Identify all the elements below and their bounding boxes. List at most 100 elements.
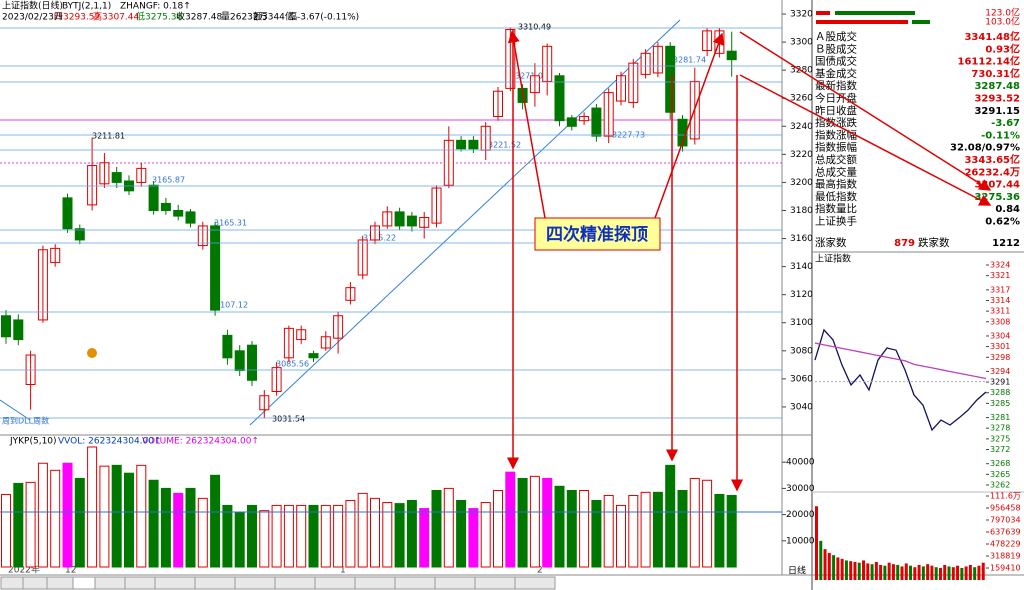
volume-bar	[665, 464, 676, 568]
y-tick-label: 3288	[990, 388, 1010, 397]
volume-bar	[943, 564, 947, 580]
row-label: Ａ股成交	[815, 30, 857, 43]
volume-bar	[827, 552, 831, 580]
volume-title: JYKP(5,10)	[9, 437, 57, 447]
y-tick-label: 3298	[990, 353, 1010, 362]
arrow	[654, 32, 725, 219]
y-tick-label: 40000	[786, 458, 815, 468]
row-value: 730.31亿	[971, 67, 1020, 80]
y-tick-label: 637639	[990, 528, 1021, 537]
volume-bar	[542, 477, 553, 568]
x-tick-label: 1	[340, 566, 346, 576]
volume-bar	[234, 512, 245, 568]
header-text: 开3293.52	[54, 12, 100, 23]
tab[interactable]	[154, 576, 196, 590]
row-value: 3275.36	[974, 192, 1020, 203]
row-label: 最新指数	[815, 79, 857, 92]
header-text: 高3307.44	[93, 11, 139, 23]
y-tick-label: 3321	[990, 271, 1010, 280]
arrow	[739, 74, 992, 206]
tab[interactable]	[514, 576, 556, 590]
volume-bar	[124, 472, 134, 568]
volume-bar	[853, 561, 857, 580]
header-text: 低3275.36	[136, 11, 182, 23]
volume-bar	[357, 492, 368, 568]
tab[interactable]	[124, 576, 156, 590]
tab[interactable]	[394, 576, 436, 590]
volume-bar	[900, 566, 904, 580]
tab[interactable]	[474, 576, 516, 590]
tab[interactable]	[314, 576, 356, 590]
y-tick-label: 3180	[790, 206, 813, 216]
volume-bar	[616, 504, 626, 568]
volume-bar	[951, 567, 955, 580]
arrow	[739, 31, 992, 191]
y-tick-label: 3265	[990, 470, 1010, 479]
x-tick-label: 2	[537, 566, 543, 576]
volume-bar	[370, 497, 380, 568]
y-tick-label: 159410	[990, 564, 1021, 573]
y-tick-label: 3317	[990, 285, 1010, 294]
volume-bar	[857, 562, 861, 580]
y-tick-label: 3320	[790, 10, 813, 20]
row-value: -0.11%	[981, 130, 1020, 141]
tab[interactable]	[46, 576, 74, 590]
volume-bar	[870, 564, 874, 580]
y-tick-label: 10000	[786, 536, 815, 546]
row-value: 0.62%	[985, 217, 1020, 228]
tab[interactable]	[72, 576, 96, 590]
y-tick-label: 3294	[990, 367, 1010, 376]
tab[interactable]	[354, 576, 396, 590]
intraday-title: 上证指数	[815, 253, 851, 265]
volume-bar	[938, 567, 942, 580]
row-value: 3307.44	[974, 180, 1020, 191]
top-bar	[816, 11, 830, 15]
volume-bar	[909, 565, 913, 580]
tab[interactable]	[234, 576, 276, 590]
volume-bar	[819, 540, 823, 580]
row-label: 指数涨幅	[815, 128, 857, 141]
volume-bar	[866, 563, 870, 580]
volume-bar	[977, 565, 981, 580]
volume-title: VVOL: 262324304.00↑	[58, 437, 162, 447]
y-tick-label: 3120	[790, 290, 813, 300]
annotation-box	[534, 217, 661, 251]
tab[interactable]	[22, 576, 48, 590]
row-value: 0.84	[995, 204, 1020, 215]
row-value: 16112.14亿	[957, 55, 1020, 68]
volume-bar	[480, 502, 491, 568]
volume-bar	[689, 477, 700, 568]
volume-bar	[628, 494, 639, 568]
price-label: 3107.12	[215, 301, 248, 310]
volume-bar	[887, 562, 891, 580]
price-label: 3281.74	[673, 56, 706, 65]
volume-bar	[320, 504, 331, 568]
volume-bar	[917, 564, 921, 580]
tab[interactable]	[434, 576, 476, 590]
tab[interactable]	[274, 576, 316, 590]
price-label: 3221.52	[488, 141, 521, 150]
y-tick-label: 3314	[990, 296, 1010, 305]
y-tick-label: 956458	[990, 504, 1021, 513]
volume-bar	[862, 560, 866, 580]
arrows	[507, 30, 992, 492]
volume-bar	[840, 558, 844, 580]
row-value: -3.67	[991, 118, 1020, 129]
breadth-label: 跌家数	[918, 236, 950, 249]
y-tick-label: 3324	[990, 261, 1010, 270]
tab[interactable]	[0, 576, 24, 590]
breadth-value: 879	[894, 238, 915, 249]
trend-line	[0, 399, 31, 421]
y-tick-label: 3281	[990, 413, 1010, 422]
volume-bar	[468, 508, 479, 568]
y-tick-label: 3301	[990, 342, 1010, 351]
volume-bar	[382, 502, 393, 568]
tab[interactable]	[194, 576, 236, 590]
volume-bar	[930, 565, 934, 580]
volume-bar	[904, 563, 908, 580]
volume-bar	[406, 499, 417, 568]
volume-bar	[823, 549, 827, 580]
tab[interactable]	[94, 576, 126, 590]
